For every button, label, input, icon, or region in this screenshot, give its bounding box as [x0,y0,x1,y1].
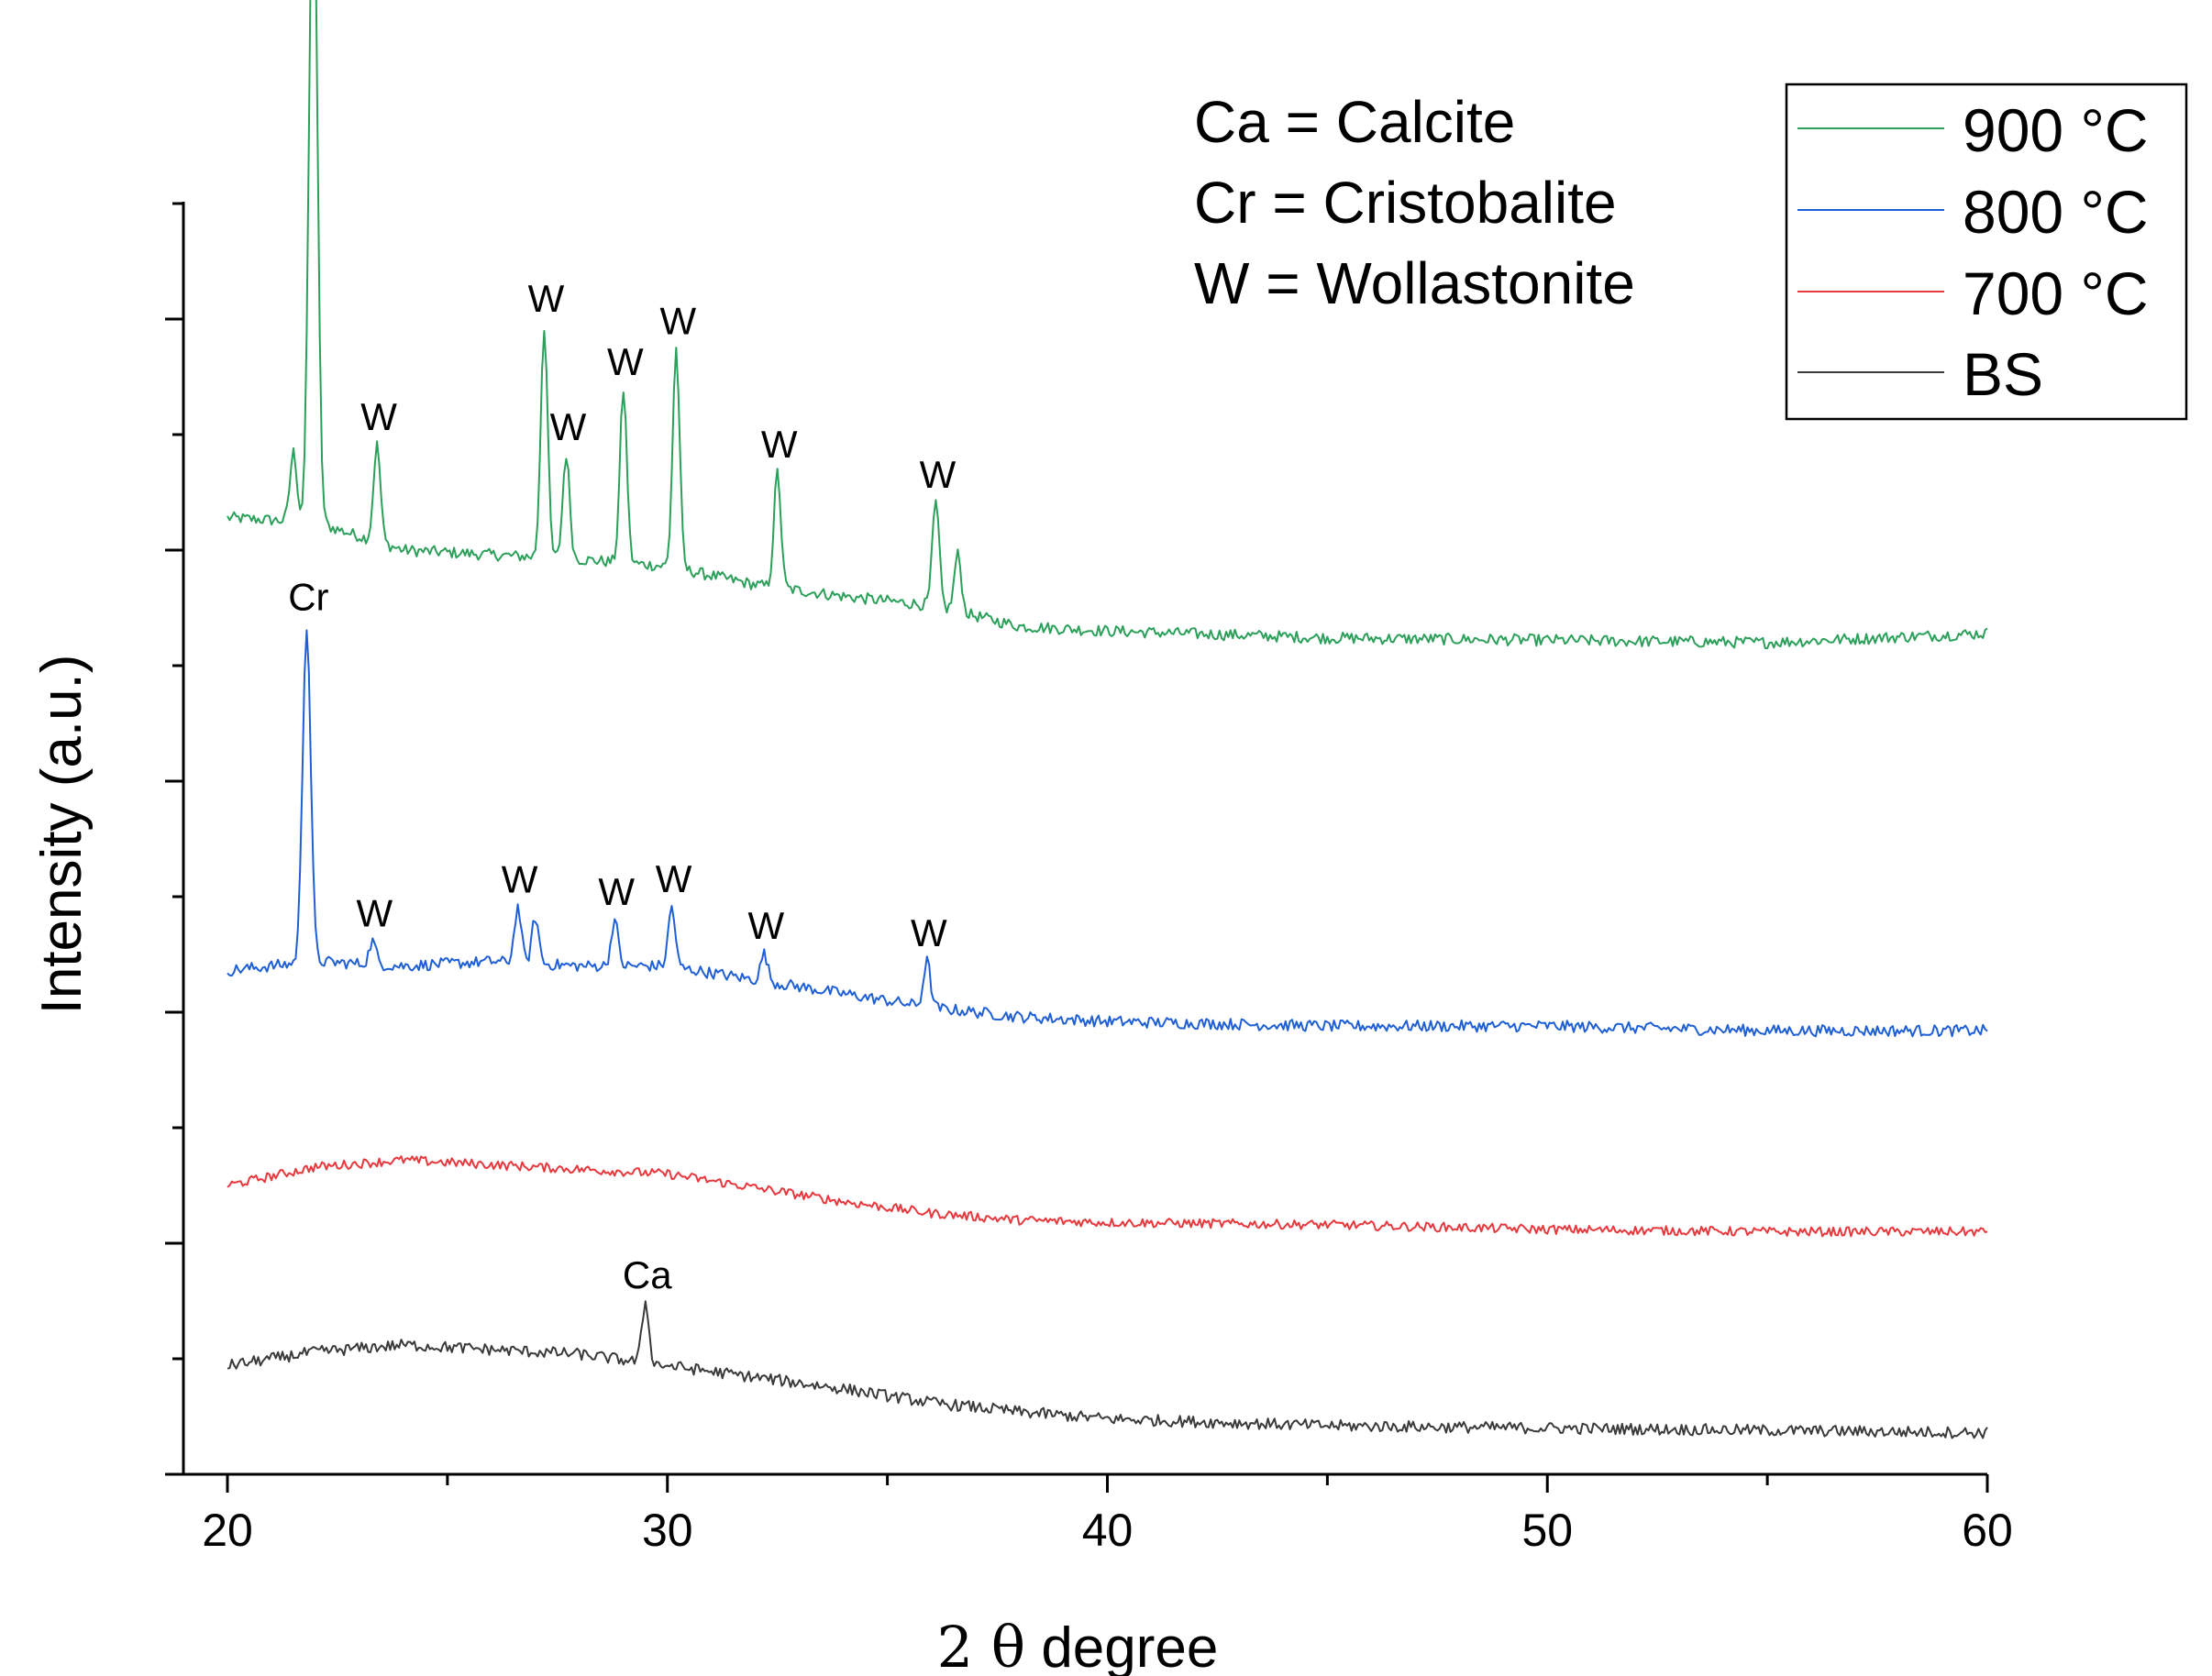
series-line-3 [227,1300,1988,1439]
peak-label: W [911,911,947,954]
x-tick-label: 30 [642,1505,693,1556]
peak-label: Ca [623,1253,672,1296]
peak-label: W [660,299,697,342]
peak-label: W [550,405,587,448]
peak-label: W [502,858,538,901]
legend-label-900: 900 °C [1963,96,2149,164]
x-tick-label: 20 [202,1505,253,1556]
key-calcite: Ca = Calcite [1194,89,1515,155]
x-axis-title: 2 θ degree [937,1614,1219,1676]
peak-label: W [920,453,957,496]
legend-label-800: 800 °C [1963,178,2149,246]
axis-ticks [165,202,1989,1493]
x-tick-labels: 20 30 40 50 60 [202,1505,2013,1556]
x-tick-label: 40 [1082,1505,1134,1556]
legend-label-bs: BS [1963,340,2043,408]
peak-label: W [360,395,397,438]
peak-label: W [761,423,798,466]
x-axis-title-text: degree [1025,1616,1218,1676]
key-cristobalite: Cr = Cristobalite [1194,170,1617,236]
x-tick-label: 60 [1962,1505,2013,1556]
series-line-2 [227,1155,1988,1238]
peak-label: W [607,340,644,383]
peak-labels: CrWWWWWWWCrWWWWWWCa [288,277,957,1296]
series-line-1 [227,629,1988,1038]
y-axis-title: Intensity (a.u.) [30,655,94,1015]
legend: 900 °C 800 °C 700 °C BS [1785,83,2188,421]
x-axis-title-symbol: 2 θ [937,1614,1025,1676]
peak-label: Cr [288,576,328,619]
peak-label: W [747,904,784,947]
legend-box [1785,83,2188,421]
series-lines [227,0,1988,1439]
abbreviation-key: Ca = Calcite Cr = Cristobalite W = Wolla… [1194,89,1635,316]
peak-label: W [356,892,393,935]
key-wollastonite: W = Wollastonite [1194,250,1635,316]
series-line-0 [227,0,1988,650]
peak-label: W [598,870,635,913]
x-tick-label: 50 [1521,1505,1573,1556]
legend-label-700: 700 °C [1963,259,2149,327]
peak-label: W [528,277,565,320]
peak-label: W [656,857,692,900]
